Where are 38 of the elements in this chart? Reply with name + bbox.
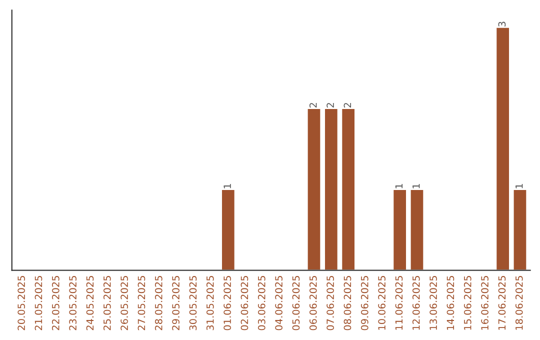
x-tick-label: 04.06.2025	[275, 276, 282, 330]
x-tick-label: 24.05.2025	[86, 276, 94, 330]
x-tick-label: 23.05.2025	[69, 276, 76, 330]
data-label: 3	[498, 22, 506, 26]
x-tick-label: 30.05.2025	[189, 276, 197, 330]
x-tick-label: 08.06.2025	[344, 276, 352, 330]
data-label: 2	[326, 103, 334, 108]
x-tick-label: 18.06.2025	[515, 276, 523, 330]
x-tick-label: 07.06.2025	[326, 276, 334, 330]
x-tick-label: 09.06.2025	[360, 276, 368, 330]
x-tick-label: 16.06.2025	[481, 276, 488, 330]
x-tick-label: 10.06.2025	[378, 276, 386, 330]
x-tick-label: 15.06.2025	[464, 276, 472, 330]
x-tick-label: 22.05.2025	[52, 276, 60, 330]
x-tick-label: 06.06.2025	[309, 276, 317, 330]
x-tick-label: 31.05.2025	[206, 276, 214, 330]
x-tick-label: 17.06.2025	[498, 276, 506, 330]
x-tick-label: 27.05.2025	[138, 276, 146, 330]
data-label: 1	[395, 184, 403, 188]
x-tick-label: 11.06.2025	[395, 276, 403, 330]
data-label: 1	[224, 184, 231, 188]
x-tick-label: 12.06.2025	[412, 276, 420, 330]
x-tick-label: 26.05.2025	[120, 276, 128, 330]
x-tick-label: 21.05.2025	[34, 276, 42, 330]
x-tick-label: 13.06.2025	[430, 276, 437, 330]
x-tick-label: 29.05.2025	[172, 276, 180, 330]
data-label: 2	[344, 103, 352, 108]
x-tick-label: 28.05.2025	[154, 276, 162, 330]
x-tick-label: 02.06.2025	[240, 276, 248, 330]
x-tick-label: 14.06.2025	[446, 276, 454, 330]
data-label: 2	[309, 103, 317, 108]
x-tick-label: 05.06.2025	[292, 276, 300, 330]
x-tick-label: 20.05.2025	[18, 276, 25, 330]
x-tick-label: 25.05.2025	[103, 276, 111, 330]
x-tick-label: 01.06.2025	[224, 276, 231, 330]
data-label: 1	[412, 184, 420, 188]
data-label: 1	[516, 184, 523, 188]
x-tick-label: 03.06.2025	[258, 276, 266, 330]
